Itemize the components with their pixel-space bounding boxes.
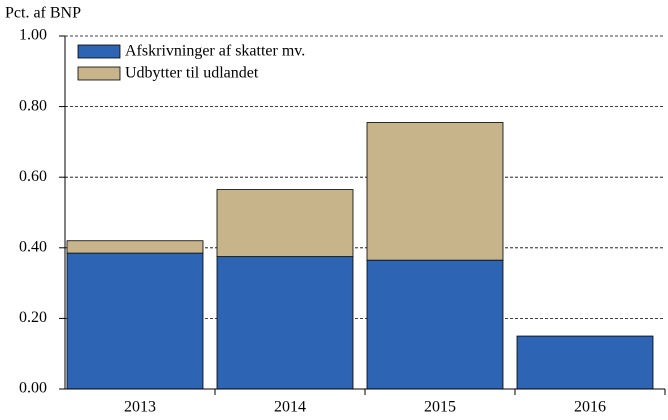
- y-tick-label: 1.00: [19, 27, 47, 44]
- legend-label: Udbytter til udlandet: [125, 65, 259, 82]
- bar-segment: [216, 189, 354, 258]
- bar-segment: [366, 122, 504, 261]
- bar-segment: [516, 335, 654, 390]
- bar-segment: [366, 259, 504, 390]
- y-tick-label: 0.60: [19, 168, 47, 185]
- x-tick-label: 2014: [274, 399, 306, 416]
- bar-segment: [216, 256, 354, 390]
- bar-segment: [66, 252, 204, 390]
- y-tick-label: 0.80: [19, 97, 47, 114]
- y-tick-label: 0.00: [19, 380, 47, 397]
- legend-swatch: [77, 44, 121, 59]
- x-tick-label: 2013: [124, 399, 156, 416]
- legend-swatch: [77, 66, 121, 81]
- legend-label: Afskrivninger af skatter mv.: [125, 43, 305, 60]
- y-tick-label: 0.40: [19, 238, 47, 255]
- y-axis-label: Pct. af BNP: [5, 5, 81, 22]
- bar-segment: [66, 240, 204, 254]
- x-tick-label: 2015: [424, 399, 456, 416]
- x-tick-label: 2016: [574, 399, 606, 416]
- y-tick-label: 0.20: [19, 309, 47, 326]
